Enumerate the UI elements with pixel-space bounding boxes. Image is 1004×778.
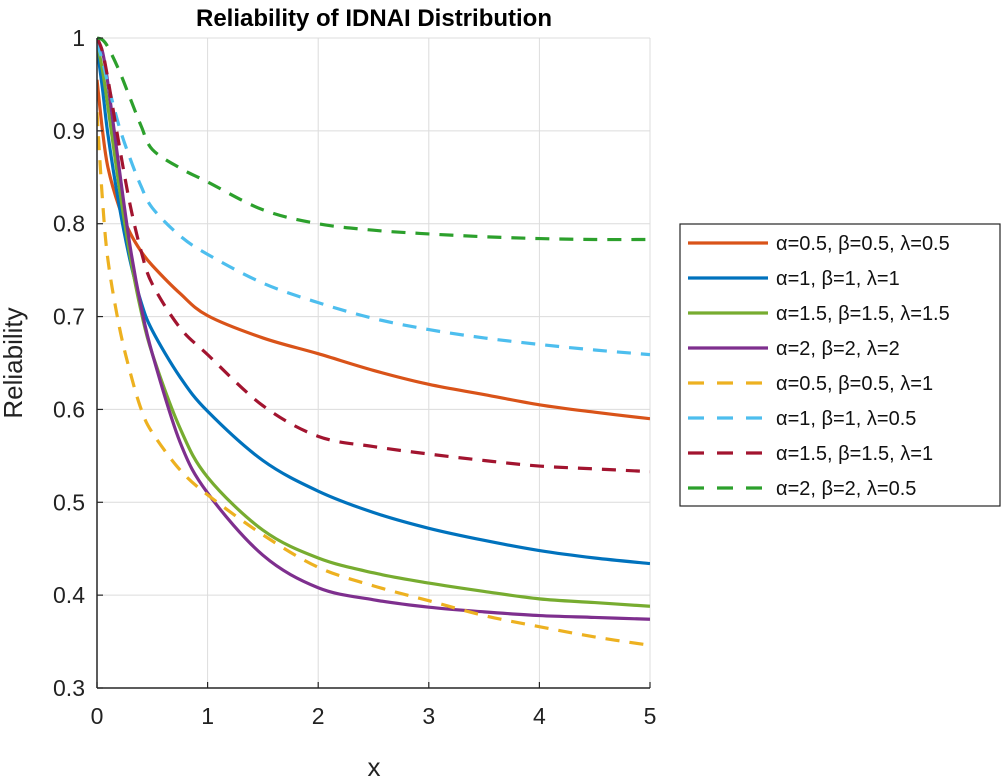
series-line-6 [97, 42, 650, 357]
series-line-7 [97, 37, 650, 474]
chart-title: Reliability of IDNAI Distribution [196, 5, 552, 32]
x-tick-label: 5 [644, 703, 657, 729]
legend-label: α=0.5, β=0.5, λ=0.5 [776, 233, 950, 255]
y-tick-label: 0.4 [53, 582, 85, 608]
legend-label: α=1, β=1, λ=1 [776, 268, 900, 290]
y-tick-label: 0.8 [53, 211, 85, 237]
legend-item: α=0.5, β=0.5, λ=1 [688, 373, 933, 395]
series-line-8 [97, 36, 650, 242]
y-axis-label: Reliability [0, 307, 28, 418]
legend-label: α=2, β=2, λ=0.5 [776, 478, 916, 500]
x-tick-label: 1 [201, 703, 214, 729]
y-tick-labels: 0.3 0.4 0.5 0.6 0.7 0.8 0.9 1 [53, 25, 85, 701]
series-line-2 [97, 47, 650, 566]
legend-item: α=2, β=2, λ=2 [688, 338, 900, 360]
series-line-1 [97, 79, 650, 421]
axes [96, 37, 651, 689]
plot-lines [97, 36, 650, 647]
x-tick-label: 2 [312, 703, 325, 729]
plot-area [97, 38, 650, 688]
legend: α=0.5, β=0.5, λ=0.5 α=1, β=1, λ=1 α=1.5, β… [679, 223, 1001, 507]
legend-item: α=1.5, β=1.5, λ=1 [688, 443, 933, 465]
legend-label: α=2, β=2, λ=2 [776, 338, 900, 360]
x-tick-label: 4 [533, 703, 546, 729]
x-tick-labels: 0 1 2 3 4 5 [91, 703, 657, 729]
y-tick-label: 0.5 [53, 489, 85, 515]
series-line-5 [97, 112, 650, 647]
legend-item: α=1, β=1, λ=1 [688, 268, 900, 290]
legend-item: α=1, β=1, λ=0.5 [688, 408, 916, 430]
x-tick-label: 3 [422, 703, 435, 729]
legend-item: α=1.5, β=1.5, λ=1.5 [688, 303, 950, 325]
legend-label: α=1.5, β=1.5, λ=1.5 [776, 303, 950, 325]
legend-item: α=0.5, β=0.5, λ=0.5 [688, 233, 950, 255]
y-tick-label: 0.7 [53, 304, 85, 330]
y-tick-label: 0.9 [53, 118, 85, 144]
x-tick-label: 0 [91, 703, 104, 729]
legend-label: α=0.5, β=0.5, λ=1 [776, 373, 933, 395]
y-tick-label: 0.6 [53, 396, 85, 422]
grid [96, 37, 651, 689]
y-tick-label: 0.3 [53, 675, 85, 701]
series-line-3 [97, 42, 650, 608]
legend-box [679, 223, 1001, 507]
legend-label: α=1.5, β=1.5, λ=1 [776, 443, 933, 465]
legend-label: α=1, β=1, λ=0.5 [776, 408, 916, 430]
y-tick-label: 1 [72, 25, 85, 51]
x-axis-label: x [368, 752, 381, 778]
legend-item: α=2, β=2, λ=0.5 [688, 478, 916, 500]
